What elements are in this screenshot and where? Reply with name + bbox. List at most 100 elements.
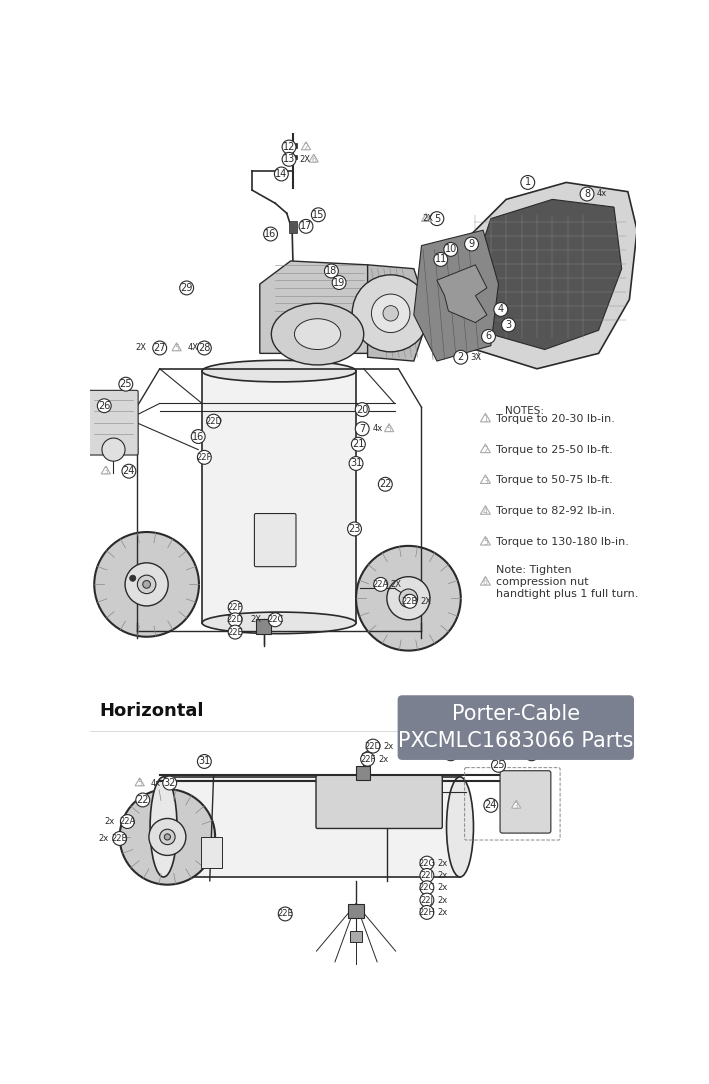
Polygon shape — [481, 505, 491, 514]
Text: 2x: 2x — [437, 883, 448, 892]
Text: 2x: 2x — [379, 754, 389, 763]
Ellipse shape — [150, 777, 177, 877]
Text: 8: 8 — [584, 189, 590, 199]
Circle shape — [282, 153, 296, 166]
Text: 22D: 22D — [227, 616, 244, 624]
Circle shape — [366, 739, 380, 753]
Text: 2: 2 — [483, 446, 488, 455]
Circle shape — [352, 275, 429, 352]
Text: 25: 25 — [492, 760, 505, 771]
Text: 1: 1 — [483, 415, 488, 424]
Polygon shape — [481, 475, 491, 483]
Text: 11: 11 — [435, 255, 447, 264]
Text: 22A: 22A — [119, 817, 135, 826]
Ellipse shape — [272, 304, 364, 365]
Text: Torque to 82-92 lb-in.: Torque to 82-92 lb-in. — [496, 506, 615, 516]
Text: 2X: 2X — [250, 616, 262, 624]
Circle shape — [399, 589, 418, 607]
Circle shape — [356, 546, 461, 650]
Circle shape — [274, 167, 289, 181]
Text: 3: 3 — [514, 802, 519, 811]
Text: 3X: 3X — [471, 352, 482, 362]
Circle shape — [444, 243, 458, 256]
Text: 22G: 22G — [418, 859, 435, 867]
Circle shape — [206, 414, 220, 428]
Text: 7: 7 — [359, 424, 365, 434]
Circle shape — [130, 576, 136, 581]
Circle shape — [420, 856, 434, 870]
Text: 14: 14 — [275, 169, 287, 179]
FancyBboxPatch shape — [348, 904, 364, 918]
Circle shape — [197, 754, 211, 769]
Text: 28: 28 — [199, 343, 211, 353]
Circle shape — [454, 350, 468, 364]
Polygon shape — [367, 264, 429, 361]
Text: 22F: 22F — [360, 754, 375, 763]
FancyBboxPatch shape — [255, 514, 296, 567]
Text: 22B: 22B — [402, 597, 418, 606]
Polygon shape — [452, 182, 637, 369]
Text: Horizontal: Horizontal — [100, 702, 204, 721]
Circle shape — [125, 563, 168, 606]
Text: 22: 22 — [379, 479, 391, 489]
Text: 22: 22 — [137, 795, 149, 805]
Polygon shape — [512, 800, 521, 809]
Text: 6: 6 — [483, 579, 488, 588]
FancyBboxPatch shape — [398, 695, 634, 760]
Circle shape — [420, 905, 434, 919]
Polygon shape — [481, 537, 491, 545]
Text: 23: 23 — [348, 524, 361, 534]
FancyBboxPatch shape — [316, 775, 442, 828]
Text: 17: 17 — [300, 221, 312, 231]
Circle shape — [149, 818, 186, 855]
Text: 5: 5 — [386, 425, 391, 434]
FancyBboxPatch shape — [89, 390, 138, 455]
Text: 22D: 22D — [364, 741, 381, 750]
Circle shape — [228, 612, 242, 627]
Circle shape — [580, 188, 594, 201]
Text: 2X: 2X — [391, 580, 402, 589]
Polygon shape — [471, 199, 622, 349]
Circle shape — [372, 294, 410, 333]
FancyBboxPatch shape — [256, 619, 272, 634]
Ellipse shape — [447, 777, 474, 877]
Text: 2x: 2x — [437, 859, 448, 867]
Text: Torque to 20-30 lb-in.: Torque to 20-30 lb-in. — [496, 414, 615, 424]
Circle shape — [491, 759, 506, 772]
Circle shape — [228, 625, 242, 640]
Text: 2x: 2x — [104, 817, 115, 826]
Polygon shape — [172, 343, 182, 351]
Text: 26: 26 — [525, 749, 538, 759]
Polygon shape — [481, 444, 491, 453]
Text: 3: 3 — [506, 320, 512, 330]
Text: 21: 21 — [352, 439, 364, 449]
Polygon shape — [309, 154, 318, 163]
FancyBboxPatch shape — [289, 143, 297, 147]
Circle shape — [349, 456, 363, 470]
Text: 2X: 2X — [423, 215, 434, 223]
Text: 2: 2 — [457, 352, 464, 362]
FancyBboxPatch shape — [164, 777, 460, 877]
Text: 22E: 22E — [228, 628, 243, 636]
Circle shape — [113, 831, 127, 846]
Circle shape — [355, 402, 369, 416]
Text: 2x: 2x — [437, 870, 448, 880]
Circle shape — [333, 275, 346, 289]
Circle shape — [420, 881, 434, 894]
Circle shape — [119, 377, 133, 391]
Circle shape — [501, 318, 515, 332]
Text: 4: 4 — [498, 305, 504, 314]
Text: NOTES:: NOTES: — [505, 405, 544, 416]
Circle shape — [525, 747, 539, 761]
Text: 30: 30 — [445, 749, 457, 759]
Circle shape — [120, 789, 215, 885]
Text: 22I: 22I — [420, 870, 433, 880]
Text: 4: 4 — [483, 507, 488, 516]
Text: Porter-Cable
PXCMLC1683066 Parts: Porter-Cable PXCMLC1683066 Parts — [398, 705, 634, 751]
Circle shape — [420, 868, 434, 882]
Text: Torque to 25-50 lb-ft.: Torque to 25-50 lb-ft. — [496, 444, 613, 454]
FancyBboxPatch shape — [350, 931, 362, 942]
Text: 2x: 2x — [437, 895, 448, 904]
Circle shape — [403, 594, 417, 608]
Polygon shape — [259, 261, 391, 353]
